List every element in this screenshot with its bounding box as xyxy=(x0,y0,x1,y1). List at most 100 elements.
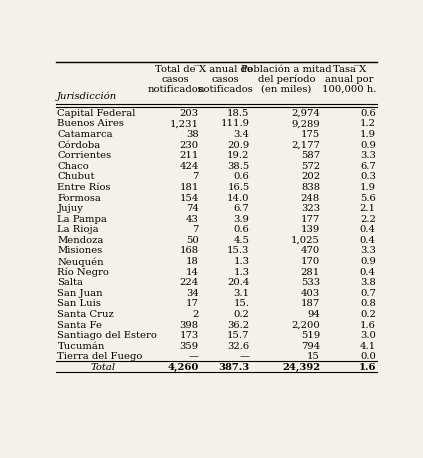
Text: 572: 572 xyxy=(301,162,320,171)
Text: 398: 398 xyxy=(180,321,199,329)
Text: Salta: Salta xyxy=(58,278,83,287)
Text: 36.2: 36.2 xyxy=(228,321,250,329)
Text: notificados: notificados xyxy=(147,85,203,93)
Text: Mendoza: Mendoza xyxy=(58,236,104,245)
Text: 168: 168 xyxy=(180,246,199,256)
Text: 43: 43 xyxy=(186,215,199,224)
Text: 181: 181 xyxy=(179,183,199,192)
Text: 359: 359 xyxy=(180,342,199,351)
Text: 175: 175 xyxy=(301,130,320,139)
Text: 34: 34 xyxy=(186,289,199,298)
Text: 248: 248 xyxy=(301,194,320,202)
Text: 187: 187 xyxy=(301,300,320,308)
Text: 533: 533 xyxy=(301,278,320,287)
Text: 170: 170 xyxy=(301,257,320,266)
Text: 1,231: 1,231 xyxy=(170,120,199,129)
Text: Jujuy: Jujuy xyxy=(58,204,83,213)
Text: 0.6: 0.6 xyxy=(234,172,250,181)
Text: 1.9: 1.9 xyxy=(360,183,376,192)
Text: 1.6: 1.6 xyxy=(358,363,376,372)
Text: 2.2: 2.2 xyxy=(360,215,376,224)
Text: 0.2: 0.2 xyxy=(360,310,376,319)
Text: 1.2: 1.2 xyxy=(360,120,376,129)
Text: notificados: notificados xyxy=(198,85,254,93)
Text: 2,177: 2,177 xyxy=(291,141,320,150)
Text: 16.5: 16.5 xyxy=(227,183,250,192)
Text: 7: 7 xyxy=(192,172,199,181)
Text: Córdoba: Córdoba xyxy=(58,141,101,150)
Text: San Juan: San Juan xyxy=(58,289,103,298)
Text: anual por: anual por xyxy=(325,75,374,84)
Text: La Rioja: La Rioja xyxy=(58,225,99,234)
Text: 15.: 15. xyxy=(233,300,250,308)
Text: 1.6: 1.6 xyxy=(360,321,376,329)
Text: 403: 403 xyxy=(301,289,320,298)
Text: —: — xyxy=(239,352,250,361)
Text: 4.5: 4.5 xyxy=(233,236,250,245)
Text: Chaco: Chaco xyxy=(58,162,89,171)
Text: Total de: Total de xyxy=(155,65,195,74)
Text: 2: 2 xyxy=(192,310,199,319)
Text: 100,000 h.: 100,000 h. xyxy=(322,85,377,93)
Text: 50: 50 xyxy=(186,236,199,245)
Text: Jurisdicción: Jurisdicción xyxy=(57,91,118,101)
Text: Santa Cruz: Santa Cruz xyxy=(58,310,114,319)
Text: 9,289: 9,289 xyxy=(291,120,320,129)
Text: 19.2: 19.2 xyxy=(227,151,250,160)
Text: (en miles): (en miles) xyxy=(261,85,312,93)
Text: 15: 15 xyxy=(307,352,320,361)
Text: 230: 230 xyxy=(180,141,199,150)
Text: Buenos Aires: Buenos Aires xyxy=(58,120,124,129)
Text: 4.1: 4.1 xyxy=(360,342,376,351)
Text: Chubut: Chubut xyxy=(58,172,95,181)
Text: 1.9: 1.9 xyxy=(360,130,376,139)
Text: Formosa: Formosa xyxy=(58,194,102,202)
Text: Neuquén: Neuquén xyxy=(58,257,104,267)
Text: Entre Ríos: Entre Ríos xyxy=(58,183,111,192)
Text: 3.3: 3.3 xyxy=(360,246,376,256)
Text: 0.4: 0.4 xyxy=(360,236,376,245)
Text: 519: 519 xyxy=(301,331,320,340)
Text: Tasa ̅X: Tasa ̅X xyxy=(333,65,366,74)
Text: 3.9: 3.9 xyxy=(233,215,250,224)
Text: 17: 17 xyxy=(186,300,199,308)
Text: 20.9: 20.9 xyxy=(227,141,250,150)
Text: 387.3: 387.3 xyxy=(218,363,250,372)
Text: 3.0: 3.0 xyxy=(360,331,376,340)
Text: 0.8: 0.8 xyxy=(360,300,376,308)
Text: 173: 173 xyxy=(179,331,199,340)
Text: 154: 154 xyxy=(179,194,199,202)
Text: 0.0: 0.0 xyxy=(360,352,376,361)
Text: 18.5: 18.5 xyxy=(227,109,250,118)
Text: 202: 202 xyxy=(301,172,320,181)
Text: 470: 470 xyxy=(301,246,320,256)
Text: 15.7: 15.7 xyxy=(227,331,250,340)
Text: 20.4: 20.4 xyxy=(227,278,250,287)
Text: 794: 794 xyxy=(301,342,320,351)
Text: 94: 94 xyxy=(307,310,320,319)
Text: Población a mitad: Población a mitad xyxy=(241,65,332,74)
Text: 14.0: 14.0 xyxy=(227,194,250,202)
Text: 3.8: 3.8 xyxy=(360,278,376,287)
Text: 203: 203 xyxy=(180,109,199,118)
Text: 0.6: 0.6 xyxy=(360,109,376,118)
Text: Santiago del Estero: Santiago del Estero xyxy=(58,331,157,340)
Text: 18: 18 xyxy=(186,257,199,266)
Text: 0.6: 0.6 xyxy=(234,225,250,234)
Text: Santa Fe: Santa Fe xyxy=(58,321,102,329)
Text: 74: 74 xyxy=(186,204,199,213)
Text: 15.3: 15.3 xyxy=(227,246,250,256)
Text: 0.3: 0.3 xyxy=(360,172,376,181)
Text: 177: 177 xyxy=(301,215,320,224)
Text: Tierra del Fuego: Tierra del Fuego xyxy=(58,352,143,361)
Text: casos: casos xyxy=(212,75,239,84)
Text: 224: 224 xyxy=(179,278,199,287)
Text: Corrientes: Corrientes xyxy=(58,151,112,160)
Text: 6.7: 6.7 xyxy=(360,162,376,171)
Text: Capital Federal: Capital Federal xyxy=(58,109,136,118)
Text: 587: 587 xyxy=(301,151,320,160)
Text: 281: 281 xyxy=(301,267,320,277)
Text: 2.1: 2.1 xyxy=(360,204,376,213)
Text: 4,260: 4,260 xyxy=(168,363,199,372)
Text: 1.3: 1.3 xyxy=(233,267,250,277)
